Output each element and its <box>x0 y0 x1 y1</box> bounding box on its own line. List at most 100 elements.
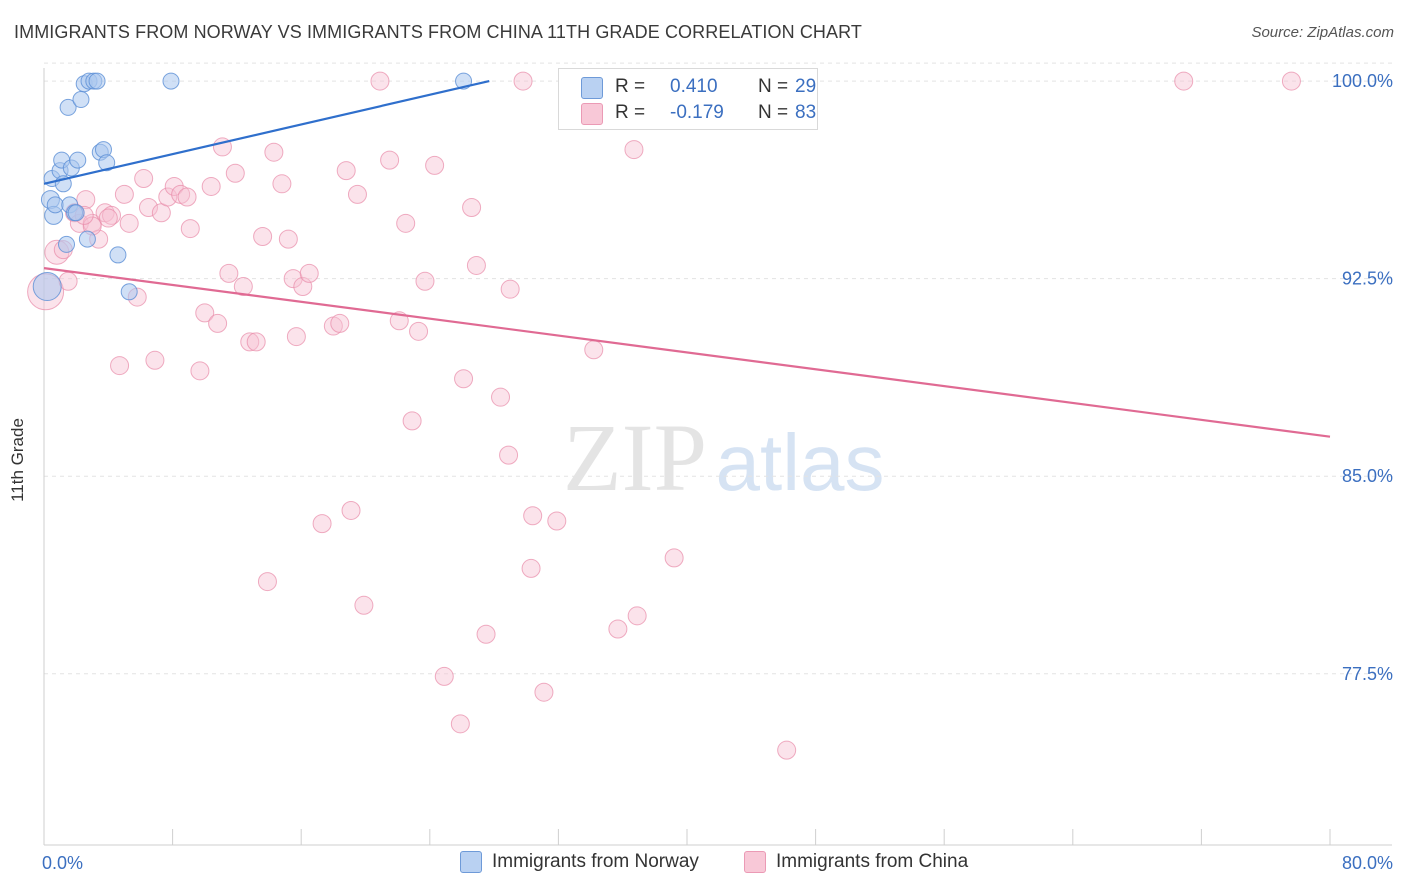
china-point-39 <box>286 327 306 347</box>
china-point-73 <box>624 140 644 160</box>
legend-norway-r-label: R = <box>615 76 646 97</box>
china-point-70 <box>547 511 567 531</box>
china-point-60 <box>462 198 482 218</box>
china-point-34 <box>257 572 277 592</box>
x-tick-label-0: 0.0% <box>42 853 83 873</box>
norway-point-28 <box>67 204 85 222</box>
china-point-63 <box>491 387 511 407</box>
china-point-12 <box>119 213 139 233</box>
norway-point-24 <box>120 283 138 301</box>
china-point-21 <box>177 187 197 207</box>
norway-point-16 <box>78 230 96 248</box>
china-point-23 <box>190 361 210 381</box>
china-point-64 <box>499 445 519 465</box>
bottom-norway-label: Immigrants from Norway <box>492 851 699 872</box>
china-point-25 <box>201 176 221 196</box>
china-point-11 <box>114 184 134 204</box>
china-point-28 <box>219 263 239 283</box>
source-label: Source: ZipAtlas.com <box>1251 24 1394 41</box>
legend-norway-n-value: 29 <box>795 76 817 97</box>
china-point-33 <box>253 226 273 246</box>
china-point-76 <box>777 740 797 760</box>
china-point-75 <box>664 548 684 568</box>
china-point-19 <box>164 176 184 196</box>
norway-point-13 <box>69 151 87 169</box>
y-tick-label-0: 77.5% <box>1342 664 1393 684</box>
china-point-22 <box>180 219 200 239</box>
china-point-32 <box>246 332 266 352</box>
legend-china-n-value: 83 <box>795 102 817 123</box>
china-point-80 <box>98 208 118 228</box>
china-point-24 <box>195 303 215 323</box>
china-point-42 <box>312 514 332 534</box>
china-point-37 <box>278 229 298 249</box>
china-point-71 <box>584 340 604 360</box>
china-point-47 <box>347 184 367 204</box>
y-tick-label-1: 85.0% <box>1342 466 1393 486</box>
china-point-56 <box>425 155 445 175</box>
stats-legend: R = 0.410 N = 29 R = -0.179 N = 83 <box>558 68 818 130</box>
norway-point-14 <box>72 91 90 109</box>
china-point-26 <box>208 313 228 333</box>
norway-point-4 <box>46 196 64 214</box>
china-point-31 <box>240 332 260 352</box>
china-point-72 <box>608 619 628 639</box>
bottom-legend-norway: Immigrants from Norway <box>460 851 699 873</box>
chart-title: IMMIGRANTS FROM NORWAY VS IMMIGRANTS FRO… <box>14 22 862 42</box>
china-point-74 <box>627 606 647 626</box>
china-point-10 <box>110 356 130 376</box>
norway-swatch <box>581 77 603 99</box>
china-point-17 <box>151 203 171 223</box>
china-point-15 <box>138 198 158 218</box>
china-point-45 <box>336 161 356 181</box>
norway-point-8 <box>58 235 76 253</box>
legend-china-n-label: N = <box>758 102 789 123</box>
china-point-53 <box>402 411 422 431</box>
china-point-69 <box>534 682 554 702</box>
china-trend-line <box>43 267 1331 438</box>
legend-norway-n-label: N = <box>758 76 789 97</box>
norway-point-9 <box>59 98 77 116</box>
china-point-9 <box>102 205 122 225</box>
china-point-36 <box>272 174 292 194</box>
legend-norway-r-value: 0.410 <box>670 76 718 97</box>
china-point-57 <box>434 666 454 686</box>
china-point-29 <box>225 163 245 183</box>
y-tick-label-2: 92.5% <box>1342 269 1393 289</box>
norway-trend-line <box>43 80 490 185</box>
china-point-44 <box>330 313 350 333</box>
legend-china-r-value: -0.179 <box>670 102 724 123</box>
china-point-16 <box>145 350 165 370</box>
bottom-legend-china: Immigrants from China <box>744 851 968 873</box>
china-point-67 <box>521 558 541 578</box>
norway-point-22 <box>98 154 116 172</box>
bottom-china-swatch <box>744 851 766 873</box>
china-point-35 <box>264 142 284 162</box>
china-point-2 <box>58 271 78 291</box>
china-point-78 <box>1281 71 1301 91</box>
watermark-zip: ZIP <box>563 404 707 511</box>
norway-point-0 <box>32 272 62 302</box>
x-tick-label-1: 80.0% <box>1342 853 1393 873</box>
china-point-48 <box>354 595 374 615</box>
china-point-5 <box>76 190 96 210</box>
china-swatch <box>581 103 603 125</box>
bottom-china-label: Immigrants from China <box>776 851 969 872</box>
china-point-55 <box>415 271 435 291</box>
china-point-68 <box>523 506 543 526</box>
china-point-62 <box>476 624 496 644</box>
y-tick-label-3: 100.0% <box>1332 71 1393 91</box>
china-point-30 <box>233 277 253 297</box>
norway-point-25 <box>162 72 180 90</box>
norway-point-19 <box>88 72 106 90</box>
china-point-54 <box>409 321 429 341</box>
china-point-58 <box>450 714 470 734</box>
china-point-77 <box>1174 71 1194 91</box>
watermark-atlas: atlas <box>716 418 885 507</box>
china-point-59 <box>454 369 474 389</box>
china-point-66 <box>513 71 533 91</box>
norway-point-23 <box>109 246 127 264</box>
china-point-49 <box>370 71 390 91</box>
china-point-14 <box>134 169 154 189</box>
